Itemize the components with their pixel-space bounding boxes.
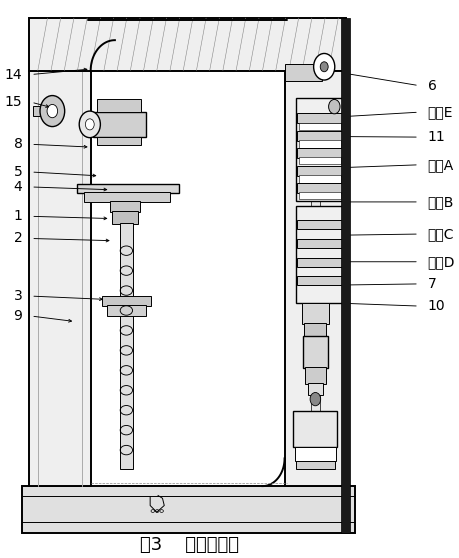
Text: 砝码D: 砝码D (427, 255, 454, 269)
Bar (77, 184, 179, 193)
Bar (29, 71, 90, 486)
Text: 砝码C: 砝码C (427, 227, 453, 241)
Bar (305, 367, 325, 383)
Bar (302, 336, 327, 368)
Bar (298, 157, 340, 164)
Text: 8: 8 (13, 137, 22, 151)
Bar (97, 99, 141, 112)
Text: 1: 1 (13, 209, 22, 223)
Text: 14: 14 (5, 68, 22, 81)
Text: 10: 10 (427, 299, 444, 313)
Bar (295, 460, 335, 469)
Bar (340, 18, 349, 533)
Circle shape (313, 54, 334, 80)
Bar (310, 115, 319, 469)
Bar (97, 137, 141, 146)
Bar (84, 192, 170, 202)
Text: 砝码A: 砝码A (427, 158, 453, 172)
Bar (296, 276, 342, 285)
Bar (296, 239, 342, 248)
Circle shape (309, 392, 320, 406)
Circle shape (328, 99, 339, 114)
Bar (296, 220, 342, 229)
Text: 4: 4 (14, 180, 22, 194)
Bar (101, 296, 151, 306)
Bar (296, 148, 342, 157)
Bar (296, 113, 342, 123)
Bar (93, 112, 146, 137)
Circle shape (47, 104, 57, 118)
Bar (298, 141, 340, 148)
Bar (29, 18, 346, 71)
Bar (22, 486, 354, 533)
Bar (307, 383, 322, 395)
Text: 9: 9 (13, 309, 22, 323)
Text: 11: 11 (427, 130, 444, 144)
Text: 6: 6 (427, 79, 436, 93)
Text: 图3    结构示意图: 图3 结构示意图 (140, 536, 239, 555)
Bar (304, 323, 326, 336)
Bar (120, 223, 132, 469)
Bar (302, 303, 328, 324)
Circle shape (79, 111, 100, 138)
Text: 砝码B: 砝码B (427, 195, 453, 209)
Text: 7: 7 (427, 277, 436, 291)
Bar (296, 131, 342, 141)
Text: 砝码E: 砝码E (427, 105, 452, 119)
Bar (34, 106, 55, 116)
Text: 5: 5 (14, 165, 22, 179)
Bar (112, 211, 138, 224)
Bar (295, 206, 343, 304)
Text: 15: 15 (5, 95, 22, 109)
Bar (298, 123, 340, 130)
Bar (107, 305, 146, 316)
Bar (109, 201, 140, 212)
Bar (294, 447, 336, 461)
Text: 3: 3 (14, 289, 22, 303)
Bar (296, 182, 342, 193)
Bar (296, 258, 342, 267)
Circle shape (85, 119, 94, 130)
Circle shape (319, 62, 327, 72)
Bar (295, 98, 343, 201)
Text: 2: 2 (14, 232, 22, 246)
Circle shape (40, 95, 65, 127)
Bar (298, 192, 340, 199)
Bar (284, 64, 321, 80)
Bar (284, 71, 343, 486)
Bar (298, 175, 340, 182)
Bar (296, 166, 342, 176)
Bar (293, 411, 337, 448)
